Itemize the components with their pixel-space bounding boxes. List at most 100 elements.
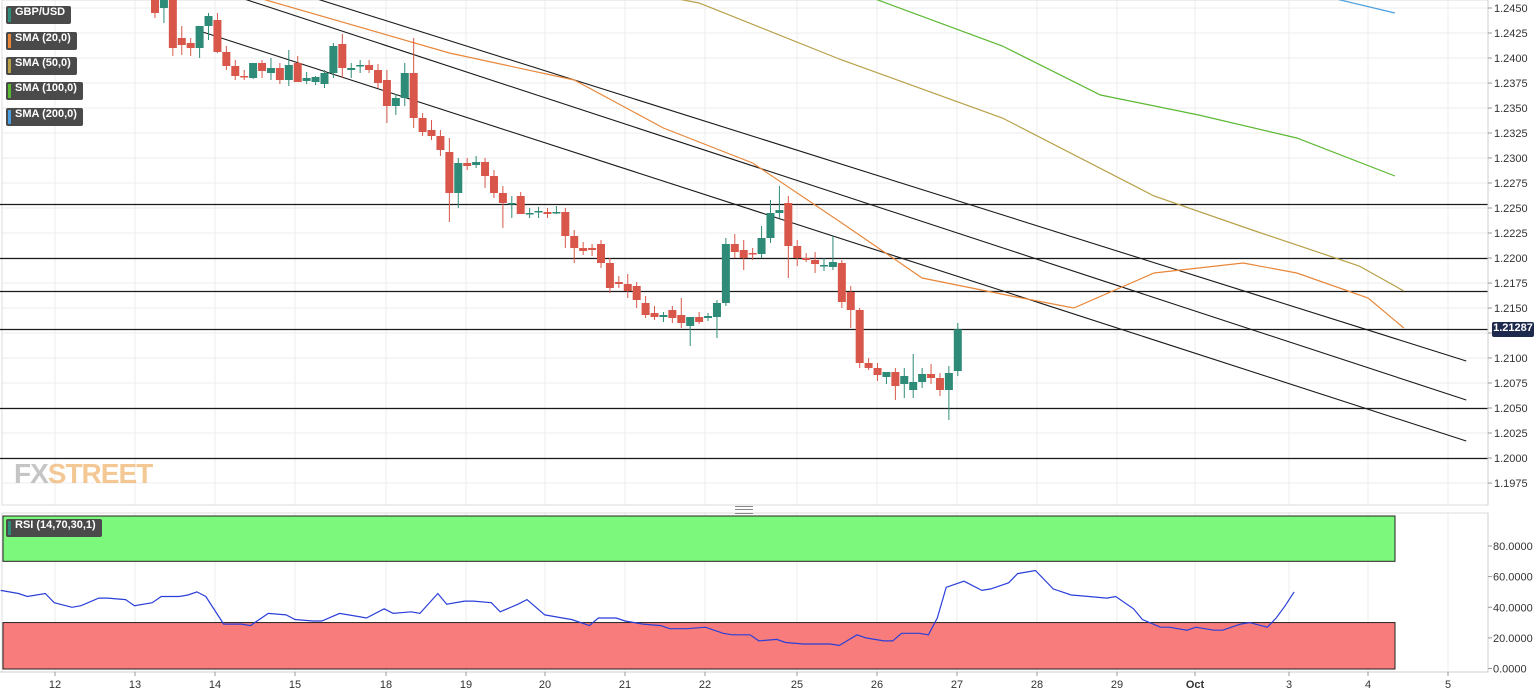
candle-body-down <box>258 63 267 71</box>
price-tick-label: 1.1975 <box>1494 478 1528 490</box>
candle-body-up <box>249 63 258 78</box>
sma-20-line <box>263 0 1405 329</box>
overlay-tag-sma200[interactable]: SMA (200,0) <box>6 108 83 126</box>
candle-body-up <box>944 373 953 390</box>
time-tick-label: 20 <box>539 679 551 691</box>
candle-body-up <box>766 213 775 238</box>
candle-body-down <box>793 246 802 258</box>
candle-body-down <box>498 193 507 203</box>
pane-resize-handle[interactable] <box>735 506 753 514</box>
rsi-tick-label: 80.0000 <box>1493 541 1533 553</box>
candle-body-down <box>489 176 498 193</box>
rsi-tick-label: 40.0000 <box>1493 602 1533 614</box>
candle-body-down <box>481 162 490 176</box>
candle-body-down <box>739 250 748 258</box>
candle-body-down <box>864 363 873 368</box>
rsi-axis-background <box>1488 513 1536 672</box>
price-tick-label: 1.2100 <box>1494 353 1528 365</box>
candle-body-down <box>463 163 472 166</box>
candle-body-down <box>240 76 249 78</box>
candle-body-down <box>695 317 704 322</box>
overlay-tag-sma20[interactable]: SMA (20,0) <box>6 32 77 50</box>
candle-body-down <box>927 374 936 378</box>
time-tick-label: 29 <box>1111 679 1123 691</box>
candle-body-down <box>151 0 159 13</box>
candle-body-down <box>516 196 525 214</box>
last-price-badge: 1.21287 <box>1492 322 1534 337</box>
candle-body-down <box>186 43 195 48</box>
candle-body-up <box>882 372 891 377</box>
time-tick-label: 12 <box>49 679 61 691</box>
symbol-swatch <box>8 8 11 22</box>
price-tick-label: 1.2000 <box>1494 453 1528 465</box>
candle-body-up <box>757 238 766 254</box>
overlay-label: SMA (200,0) <box>15 108 77 120</box>
sma-200-line <box>1337 0 1396 14</box>
time-tick-label: 19 <box>460 679 472 691</box>
candle-body-up <box>311 77 320 82</box>
price-tick-label: 1.2300 <box>1494 153 1528 165</box>
rsi-line <box>0 569 1295 647</box>
price-tick-label: 1.2250 <box>1494 203 1528 215</box>
overlay-label: SMA (20,0) <box>15 32 71 44</box>
candle-body-up <box>900 376 909 384</box>
price-tick-label: 1.2400 <box>1494 53 1528 65</box>
time-tick-label: 13 <box>129 679 141 691</box>
candle-body-down <box>570 236 579 248</box>
candle-body-down <box>427 130 436 136</box>
time-axis: 12 13 14 15 18 19 20 21 22 25 26 27 28 29 Oct 3 4 5 <box>0 671 1488 691</box>
candle-body-down <box>650 313 659 317</box>
candle-body-up <box>828 262 837 267</box>
price-tick-label: 1.2175 <box>1494 278 1528 290</box>
candle-body-down <box>445 152 454 193</box>
candle-body-down <box>418 118 427 132</box>
candle-body-down <box>275 68 284 80</box>
symbol-tag[interactable]: GBP/USD <box>6 6 72 24</box>
time-tick-label: 14 <box>209 679 221 691</box>
candle-body-down <box>748 253 757 255</box>
overlay-tag-sma100[interactable]: SMA (100,0) <box>6 82 83 100</box>
candle-body-down <box>873 368 882 375</box>
candle-body-up <box>204 16 213 26</box>
candle-body-up <box>400 73 409 98</box>
candle-body-down <box>668 310 677 318</box>
candle-body-up <box>356 65 365 67</box>
time-tick-label: Oct <box>1186 679 1205 691</box>
price-tick-label: 1.2150 <box>1494 303 1528 315</box>
candle-body-up <box>953 329 962 371</box>
candle-body-up <box>302 78 311 81</box>
rsi-tag[interactable]: RSI (14,70,30,1) <box>6 519 102 537</box>
candle-body-down <box>374 70 382 83</box>
overlay-label: SMA (50,0) <box>15 57 71 69</box>
candle-body-up <box>775 210 784 213</box>
candle-body-down <box>632 286 641 300</box>
candle-body-down <box>382 80 391 106</box>
rsi-tick-label: 0.0000 <box>1493 664 1527 676</box>
time-tick-label: 18 <box>380 679 392 691</box>
candle-body-up <box>909 382 918 390</box>
candle-body-up <box>918 374 927 382</box>
symbol-label: GBP/USD <box>15 6 66 18</box>
price-grid <box>1 0 1489 506</box>
candle-body-up <box>195 26 204 48</box>
overlay-label: SMA (100,0) <box>15 82 77 94</box>
candle-body-up <box>391 98 400 106</box>
candle-body-down <box>623 284 632 291</box>
time-tick-label: 26 <box>871 679 883 691</box>
candle-body-down <box>543 212 552 214</box>
overlay-tag-sma50[interactable]: SMA (50,0) <box>6 57 77 75</box>
price-tick-label: 1.2275 <box>1494 178 1528 190</box>
candle-body-down <box>293 63 302 82</box>
price-tick-label: 1.2050 <box>1494 403 1528 415</box>
logo-part-fx: FX <box>14 458 49 489</box>
rsi-zones <box>2 515 1396 670</box>
candle-body-up <box>552 212 561 214</box>
candle-body-down <box>837 263 846 302</box>
candle-body-up <box>320 73 329 84</box>
fxstreet-logo: FXSTREET <box>14 458 153 490</box>
time-tick-label: 25 <box>791 679 803 691</box>
sma50-swatch <box>8 59 11 73</box>
rsi-axis: 80.0000 60.0000 40.0000 20.0000 0.0000 <box>1487 513 1536 676</box>
candle-body-down <box>222 52 231 66</box>
